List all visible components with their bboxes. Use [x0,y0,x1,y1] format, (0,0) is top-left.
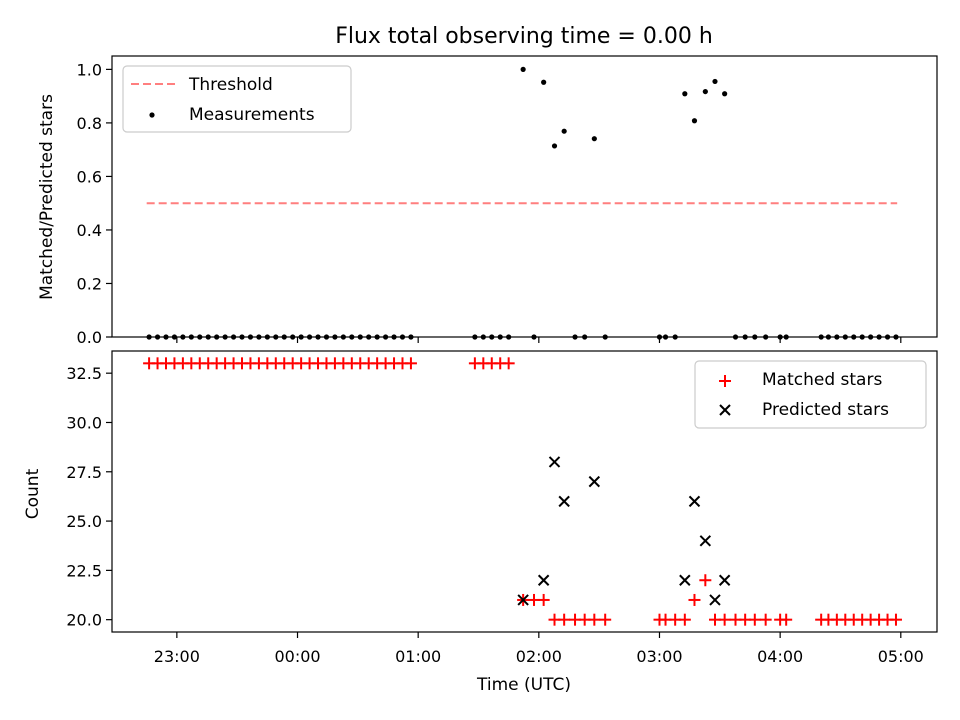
counts-y-tick-label: 25.0 [66,512,102,531]
predicted-star-point [688,495,701,508]
x-tick-label: 02:00 [516,647,562,666]
legend-predicted-swatch [719,404,731,416]
predicted-star-point [718,574,731,586]
counts-panel: 20.0 22.5 25.0 27.5 30.0 32.5 23:00 00:00 01:00… [23,350,938,695]
measurement-point [561,128,567,134]
counts-y-tick-label: 30.0 [66,413,102,432]
chart-title: Flux total observing time = 0.00 h [335,24,713,49]
x-tick-label: 03:00 [636,647,682,666]
ratio-y-tick-label: 0.8 [77,114,102,133]
matched-star-point [718,613,731,626]
counts-y-axis-label: Count [23,468,43,519]
ratio-panel: 0.0 0.2 0.4 0.6 0.8 1.0 Matched/Predicted sta… [37,55,938,347]
measurement-point [541,79,547,85]
legend-matched-swatch [719,375,731,387]
ratio-y-tick-label: 1.0 [77,60,102,79]
measurement-point [712,78,718,85]
legend-matched-label: Matched stars [762,370,882,390]
x-tick-label: 23:00 [154,647,200,666]
measurement-point [551,143,558,149]
x-tick-label: 00:00 [274,647,320,666]
counts-y-tick-label: 27.5 [66,463,102,482]
measurement-point [691,118,698,124]
x-tick-label: 05:00 [878,647,924,666]
counts-legend: Matched stars Predicted stars [694,360,927,429]
x-tick-label: 01:00 [395,647,441,666]
matched-star-point [599,613,612,626]
counts-y-tick-label: 32.5 [66,364,102,383]
legend-measurements-swatch [149,112,155,118]
predicted-star-point [699,535,712,547]
matched-star-point [404,357,417,370]
matched-star-point [688,593,701,606]
counts-y-tick-label: 20.0 [66,611,102,630]
matched-star-point [588,613,601,626]
x-axis-label: Time (UTC) [476,675,571,695]
measurement-point [722,91,728,97]
x-tick-label: 04:00 [757,647,803,666]
measurement-point [520,66,526,72]
counts-plot-frame [111,350,938,633]
ratio-y-axis-label: Matched/Predicted stars [37,94,57,300]
matched-star-point [537,593,550,606]
matched-star-point [558,613,571,626]
measurement-point [682,91,688,97]
ratio-legend: Threshold Measurements [122,65,352,133]
measurement-point [591,136,597,142]
matched-star-point [678,613,691,626]
matched-star-point [780,613,793,626]
legend-predicted-label: Predicted stars [762,400,889,420]
legend-threshold-label: Threshold [188,75,273,95]
predicted-star-point [537,574,550,586]
matched-star-point [889,613,902,626]
counts-y-tick-label: 22.5 [66,561,102,580]
predicted-star-point [709,594,721,606]
ratio-y-tick-label: 0.4 [77,221,102,240]
matched-star-point [699,574,712,587]
ratio-y-tick-label: 0.0 [77,328,102,347]
predicted-star-point [679,574,691,586]
matched-star-point [748,613,761,626]
predicted-star-point [558,495,570,508]
predicted-star-point [588,475,601,488]
matched-star-point [759,613,772,626]
legend-measurements-label: Measurements [189,105,315,125]
predicted-star-point [517,594,529,606]
matched-star-point [502,357,515,370]
ratio-y-tick-label: 0.2 [77,274,102,293]
measurement-point [702,88,708,95]
ratio-y-tick-label: 0.6 [77,167,102,186]
predicted-star-point [548,456,561,468]
ratio-plot-frame [111,55,938,338]
